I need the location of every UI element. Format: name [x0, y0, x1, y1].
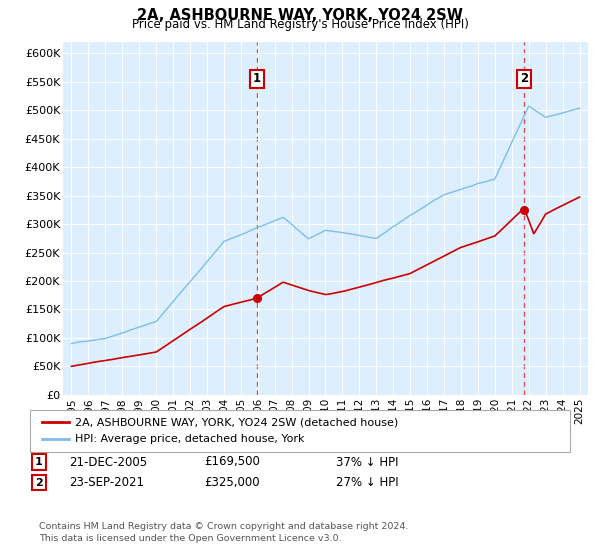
Text: 1: 1 — [253, 72, 262, 86]
Text: 27% ↓ HPI: 27% ↓ HPI — [336, 476, 398, 489]
Text: 1: 1 — [35, 457, 43, 467]
Text: 37% ↓ HPI: 37% ↓ HPI — [336, 455, 398, 469]
Text: £169,500: £169,500 — [204, 455, 260, 469]
Text: 2A, ASHBOURNE WAY, YORK, YO24 2SW: 2A, ASHBOURNE WAY, YORK, YO24 2SW — [137, 8, 463, 24]
Text: HPI: Average price, detached house, York: HPI: Average price, detached house, York — [75, 434, 305, 444]
Text: Contains HM Land Registry data © Crown copyright and database right 2024.
This d: Contains HM Land Registry data © Crown c… — [39, 522, 409, 543]
Text: 2A, ASHBOURNE WAY, YORK, YO24 2SW (detached house): 2A, ASHBOURNE WAY, YORK, YO24 2SW (detac… — [75, 417, 398, 427]
Text: 2: 2 — [520, 72, 528, 86]
Text: £325,000: £325,000 — [204, 476, 260, 489]
Text: 21-DEC-2005: 21-DEC-2005 — [69, 455, 147, 469]
Text: 23-SEP-2021: 23-SEP-2021 — [69, 476, 144, 489]
Text: Price paid vs. HM Land Registry's House Price Index (HPI): Price paid vs. HM Land Registry's House … — [131, 18, 469, 31]
Text: 2: 2 — [35, 478, 43, 488]
